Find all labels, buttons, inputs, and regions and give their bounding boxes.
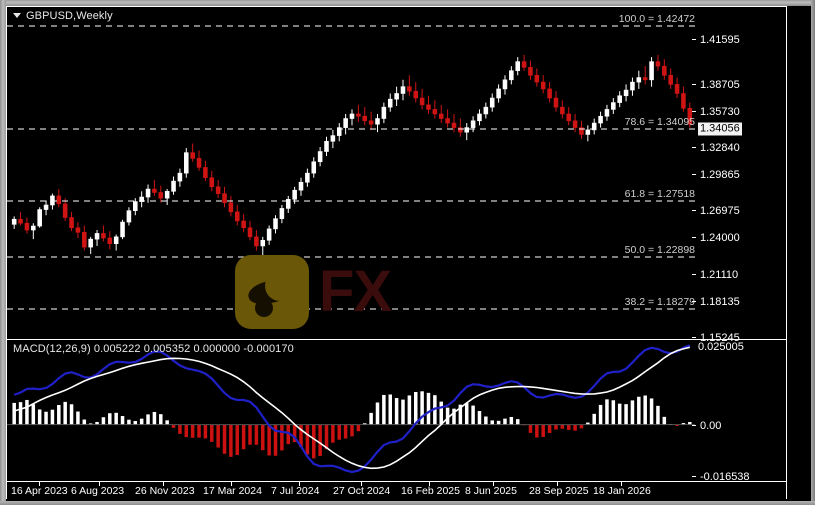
window-right-frame [811,0,815,505]
tick-dash-icon [692,146,696,148]
time-tick-mark [361,482,362,486]
time-tick-mark [621,482,622,486]
price-tick-label: 1.38705 [700,79,740,91]
tick-dash-icon [692,300,696,302]
price-tick: 1.26975 [692,205,740,217]
tick-dash-icon [692,83,696,85]
time-tick-mark [163,482,164,486]
window-top-strip [0,0,815,6]
candlestick-canvas [11,54,693,256]
price-tick: 1.15245 [692,332,740,344]
tick-dash-icon [692,273,696,275]
macd-canvas [7,344,695,474]
tick-dash-icon [692,475,696,477]
time-tick-label: 16 Feb 2025 [401,485,460,497]
time-axis: 16 Apr 2023 6 Aug 2023 26 Nov 2023 17 Mar 2… [7,481,786,499]
symbol-title-text: GBPUSD,Weekly [26,10,113,22]
price-tick: 1.38705 [692,79,740,91]
window-bottom-frame [0,501,815,505]
price-tick-label: 1.24000 [700,232,740,244]
tick-dash-icon [692,424,696,426]
symbol-title-bar[interactable]: GBPUSD,Weekly [13,10,113,22]
price-tick: 1.35730 [692,106,740,118]
price-tick: 1.21110 [692,269,738,281]
price-tick: 1.32840 [692,142,740,154]
time-tick-label: 26 Nov 2023 [135,485,195,497]
price-tick: 1.41595 [692,34,740,46]
macd-tick-label: 0.00 [700,420,722,432]
price-tick-label: 1.41595 [700,34,740,46]
price-tick-label: 1.15245 [700,332,740,344]
time-tick-mark [99,482,100,486]
time-tick-label: 18 Jan 2026 [593,485,651,497]
price-tick-label: 1.21110 [700,269,739,281]
price-tick: 1.29865 [692,169,740,181]
macd-header: MACD(12,26,9) 0.005222 0.005352 0.000000… [13,343,294,355]
price-tick-label: 1.29865 [700,169,740,181]
tick-dash-icon [692,38,696,40]
price-tick-label: 1.26975 [700,205,740,217]
fib-level-label: 100.0 = 1.42472 [618,13,695,25]
time-tick-label: 16 Apr 2023 [11,485,68,497]
price-chart-pane[interactable]: FX 100.0 = 1.42472 78.6 = 1.34095 61.8 = 1… [7,7,786,337]
window-left-frame [0,0,6,505]
current-price-label: 1.34056 [698,122,742,136]
macd-tick: -0.016538 [692,471,750,483]
time-tick-label: 6 Aug 2023 [71,485,125,497]
time-tick-label: 28 Sep 2025 [529,485,589,497]
time-tick-mark [231,482,232,486]
price-tick-label: 1.18135 [700,296,740,308]
macd-tick-label: 0.025005 [698,341,744,353]
macd-tick: 0.00 [692,420,721,432]
time-tick-label: 27 Oct 2024 [333,485,391,497]
time-tick-label: 17 Mar 2024 [203,485,262,497]
fib-level-label: 61.8 = 1.27518 [624,188,695,200]
tick-dash-icon [692,110,696,112]
price-tick: 1.18135 [692,296,740,308]
time-tick-label: 8 Jun 2025 [465,485,517,497]
time-tick-label: 7 Jul 2024 [271,485,320,497]
triangle-down-icon[interactable] [13,12,21,18]
time-tick-mark [557,482,558,486]
price-tick: 1.24000 [692,232,740,244]
fib-level-label: 78.6 = 1.34095 [624,116,695,128]
time-tick-mark [299,482,300,486]
fib-level-label: 38.2 = 1.18279 [624,296,695,308]
price-tick-label: 1.35730 [700,106,740,118]
macd-tick-label: -0.016538 [700,471,750,483]
tick-dash-icon [692,173,696,175]
fibonacci-lines [7,25,697,310]
time-tick-mark [39,482,40,486]
tick-dash-icon [692,336,696,338]
time-tick-mark [493,482,494,486]
price-tick-label: 1.32840 [700,142,740,154]
macd-pane[interactable]: MACD(12,26,9) 0.005222 0.005352 0.000000… [7,339,786,481]
fib-level-label: 50.0 = 1.22898 [624,244,695,256]
macd-axis: 0.025005 0.00 -0.016538 [692,339,786,483]
macd-tick: 0.025005 [698,341,744,353]
tick-dash-icon [692,236,696,238]
time-tick-mark [429,482,430,486]
price-axis: 1.41595 1.38705 1.35730 1.32840 1.29865 1.269… [692,7,786,344]
tick-dash-icon [692,209,696,211]
